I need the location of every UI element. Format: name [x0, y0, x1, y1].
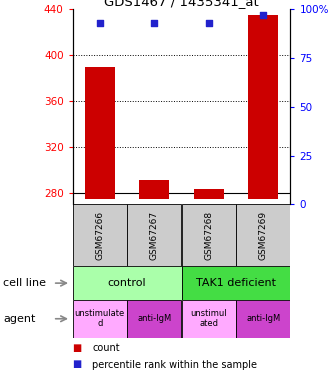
- Text: GSM67266: GSM67266: [95, 211, 104, 260]
- Text: GSM67268: GSM67268: [204, 211, 213, 260]
- Bar: [73, 300, 127, 338]
- Bar: [182, 300, 236, 338]
- Bar: [127, 204, 182, 266]
- Bar: [127, 300, 182, 338]
- Bar: [182, 266, 290, 300]
- Text: unstimulate
d: unstimulate d: [75, 309, 125, 328]
- Point: [260, 12, 266, 18]
- Text: GSM67269: GSM67269: [259, 211, 268, 260]
- Bar: [236, 204, 290, 266]
- Text: anti-IgM: anti-IgM: [137, 314, 171, 323]
- Text: TAK1 deficient: TAK1 deficient: [196, 278, 276, 288]
- Bar: [73, 204, 127, 266]
- Bar: [194, 189, 224, 199]
- Bar: [139, 180, 169, 199]
- Text: control: control: [108, 278, 147, 288]
- Bar: [236, 300, 290, 338]
- Bar: [182, 204, 236, 266]
- Bar: [73, 266, 182, 300]
- Text: GSM67267: GSM67267: [150, 211, 159, 260]
- Point: [151, 20, 157, 26]
- Text: unstimul
ated: unstimul ated: [190, 309, 227, 328]
- Text: count: count: [92, 343, 120, 352]
- Bar: [85, 67, 115, 199]
- Text: percentile rank within the sample: percentile rank within the sample: [92, 360, 257, 369]
- Point: [97, 20, 102, 26]
- Text: agent: agent: [3, 314, 36, 324]
- Text: anti-IgM: anti-IgM: [246, 314, 280, 323]
- Text: cell line: cell line: [3, 278, 46, 288]
- Text: ■: ■: [73, 360, 82, 369]
- Bar: [248, 15, 278, 199]
- Title: GDS1467 / 1435341_at: GDS1467 / 1435341_at: [104, 0, 259, 8]
- Text: ■: ■: [73, 343, 82, 352]
- Point: [206, 20, 211, 26]
